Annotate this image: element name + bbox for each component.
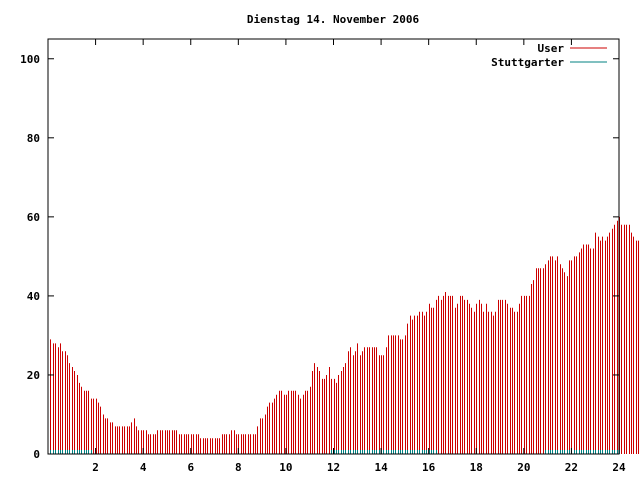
- x-tick-label: 10: [279, 461, 292, 474]
- chart-title: Dienstag 14. November 2006: [247, 13, 420, 26]
- legend: User Stuttgarter: [491, 42, 607, 69]
- x-tick-label: 18: [470, 461, 483, 474]
- y-tick-label: 80: [27, 132, 40, 145]
- x-tick-label: 12: [327, 461, 340, 474]
- y-tick-label: 100: [20, 53, 40, 66]
- x-axis: 2 4 6 8 10 12 14 16 18 20 22 24: [92, 39, 626, 474]
- x-tick-label: 6: [187, 461, 194, 474]
- y-tick-label: 40: [27, 290, 40, 303]
- y-tick-label: 20: [27, 369, 40, 382]
- user-series: [50, 216, 639, 454]
- x-tick-label: 4: [140, 461, 147, 474]
- y-tick-label: 60: [27, 211, 40, 224]
- x-tick-label: 8: [235, 461, 242, 474]
- y-axis: 0 20 40 60 80 100: [20, 53, 619, 461]
- x-tick-label: 2: [92, 461, 99, 474]
- legend-label-user: User: [538, 42, 565, 55]
- x-tick-label: 24: [612, 461, 626, 474]
- x-tick-label: 22: [565, 461, 578, 474]
- legend-label-stuttgarter: Stuttgarter: [491, 56, 564, 69]
- y-tick-label: 0: [33, 448, 40, 461]
- x-tick-label: 16: [422, 461, 436, 474]
- x-tick-label: 14: [374, 461, 388, 474]
- x-tick-label: 20: [517, 461, 530, 474]
- stuttgarter-series: [50, 450, 620, 454]
